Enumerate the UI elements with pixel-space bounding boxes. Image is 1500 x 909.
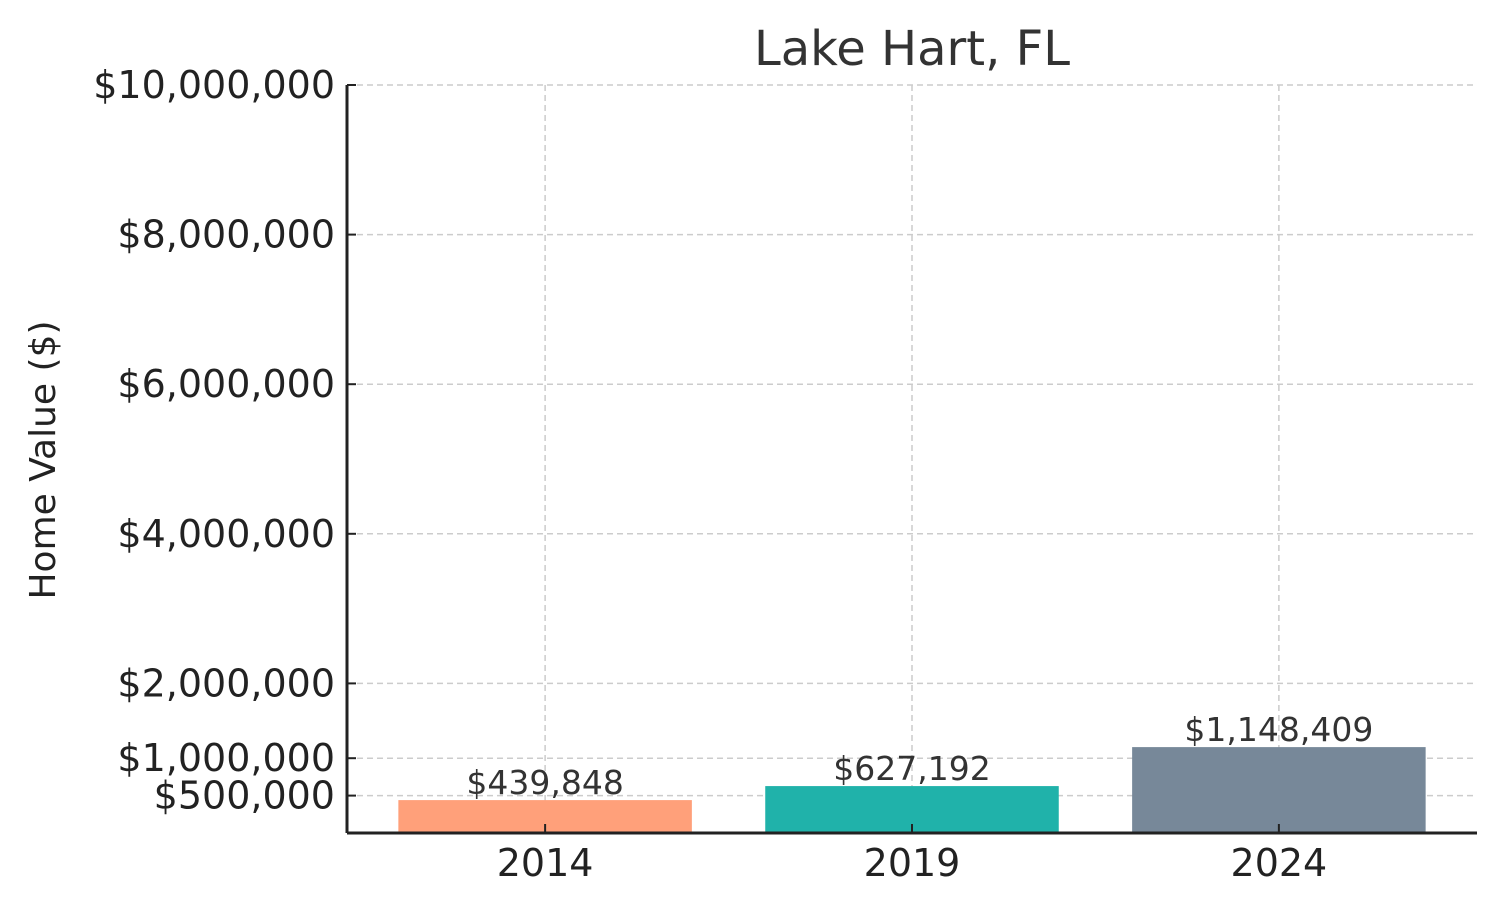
x-tick-label: 2019 <box>864 841 961 885</box>
bar-value-labels: $439,848 $627,192 $1,148,409 <box>466 710 1373 802</box>
bar-2024 <box>1132 747 1426 833</box>
x-tick-label: 2014 <box>497 841 594 885</box>
bar-value-label: $1,148,409 <box>1184 710 1373 749</box>
bar-value-label: $627,192 <box>833 749 990 788</box>
y-axis-ticks: $500,000$1,000,000 $2,000,000 $4,000,000 $6… <box>93 63 356 818</box>
y-tick-label: $2,000,000 <box>117 661 335 705</box>
x-tick-label: 2024 <box>1231 841 1328 885</box>
y-tick-label: $10,000,000 <box>93 63 335 107</box>
x-axis-ticks: 2014 2019 2024 <box>497 824 1327 885</box>
bar-value-label: $439,848 <box>466 763 623 802</box>
y-tick-label: $1,000,000 <box>117 736 335 780</box>
y-axis-label: Home Value ($) <box>23 320 64 599</box>
y-tick-label: $4,000,000 <box>117 512 335 556</box>
chart-title: Lake Hart, FL <box>754 21 1070 77</box>
y-tick-label: $8,000,000 <box>117 213 335 257</box>
y-tick-label: $6,000,000 <box>117 362 335 406</box>
y-tick-label: $500,000 <box>154 774 335 818</box>
